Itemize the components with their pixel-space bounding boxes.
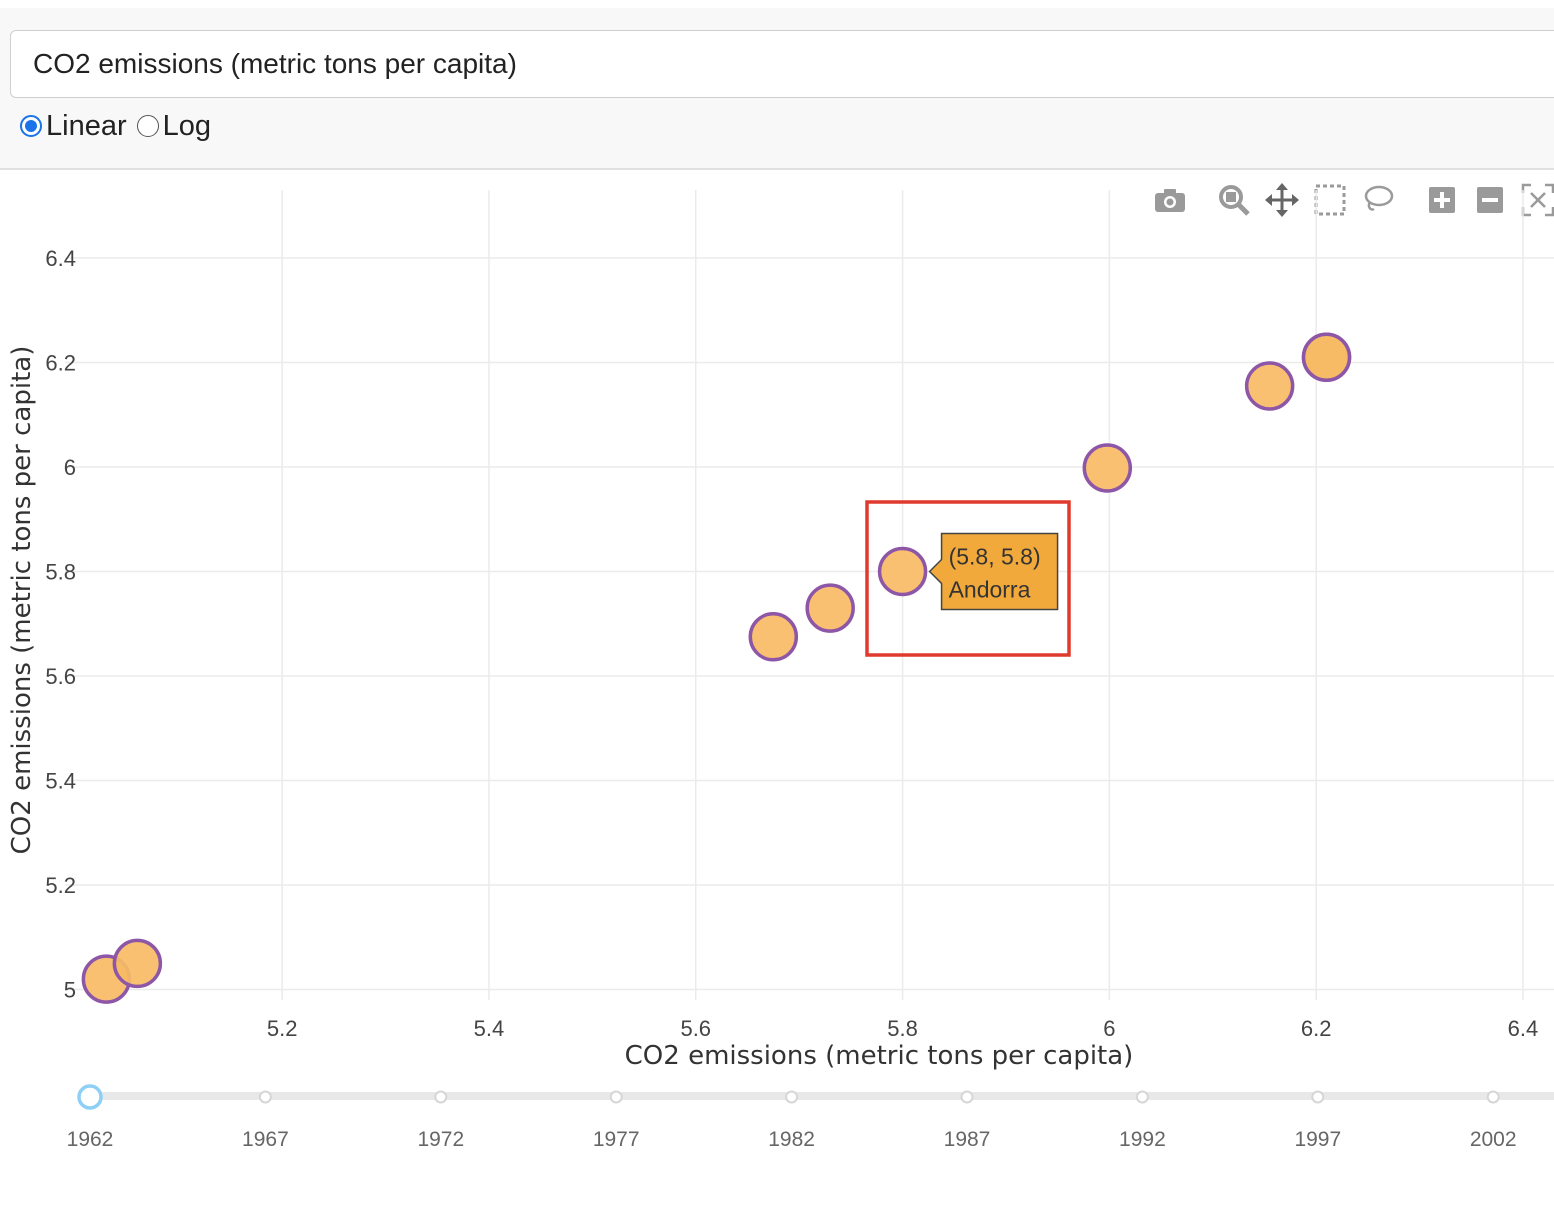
slider-step[interactable] <box>1135 1090 1149 1104</box>
data-point[interactable] <box>1244 361 1295 411</box>
indicator-dropdown[interactable]: CO2 emissions (metric tons per capita) <box>10 30 1554 98</box>
x-axis-title: CO2 emissions (metric tons per capita) <box>625 1041 1134 1071</box>
hover-label: (5.8, 5.8) Andorra <box>928 532 1059 611</box>
slider-ticks: 1962 1967 1972 1977 1982 1987 1992 1997 2002 <box>67 1090 1517 1151</box>
slider-step[interactable] <box>960 1090 974 1104</box>
x-tick-label: 5.2 <box>267 1016 298 1041</box>
dropdown-value: CO2 emissions (metric tons per capita) <box>33 48 517 79</box>
slider-step[interactable] <box>609 1090 623 1104</box>
zoom-out-icon[interactable] <box>1470 180 1510 220</box>
slider-step[interactable] <box>258 1090 272 1104</box>
year-slider[interactable]: 1962 1967 1972 1977 1982 1987 1992 1997 2002 <box>67 1084 1554 1151</box>
slider-label[interactable]: 1972 <box>417 1128 464 1151</box>
y-tick-label: 5.2 <box>45 873 76 898</box>
y-axis-title: CO2 emissions (metric tons per capita) <box>7 346 37 855</box>
x-tick-label: 5.8 <box>887 1016 918 1041</box>
y-tick-label: 5.4 <box>45 769 76 794</box>
slider-label[interactable]: 2002 <box>1470 1128 1517 1151</box>
scale-radio-group: Linear Log <box>20 108 221 144</box>
data-point[interactable] <box>805 583 855 633</box>
slider-step[interactable] <box>1486 1090 1500 1104</box>
camera-icon[interactable] <box>1150 180 1190 220</box>
x-tick-label: 5.6 <box>680 1016 711 1041</box>
slider-step[interactable] <box>785 1090 799 1104</box>
y-axis-ticks: 5 5.2 5.4 5.6 5.8 6 6.2 6.4 <box>45 246 76 1003</box>
x-tick-label: 5.4 <box>474 1016 505 1041</box>
slider-rail[interactable] <box>88 1092 1554 1100</box>
slider-label[interactable]: 1997 <box>1294 1128 1341 1151</box>
data-point[interactable] <box>877 546 928 597</box>
data-point[interactable] <box>1301 332 1352 382</box>
plot-modebar <box>1150 180 1554 220</box>
controls-panel: CO2 emissions (metric tons per capita) L… <box>0 8 1554 170</box>
pan-icon[interactable] <box>1262 180 1302 220</box>
radio-log-label[interactable]: Log <box>162 109 212 142</box>
y-tick-label: 5.6 <box>45 664 76 689</box>
chart-grid <box>65 190 1554 1000</box>
y-tick-label: 5.8 <box>45 559 76 584</box>
y-tick-label: 5 <box>64 978 76 1003</box>
slider-label[interactable]: 1962 <box>67 1128 114 1151</box>
radio-linear[interactable] <box>20 115 42 137</box>
slider-label[interactable]: 1987 <box>944 1128 991 1151</box>
slider-step[interactable] <box>1311 1090 1325 1104</box>
radio-log[interactable] <box>136 115 159 137</box>
hover-label-box <box>928 532 1059 611</box>
x-tick-label: 6 <box>1103 1016 1115 1041</box>
lasso-select-icon[interactable] <box>1358 180 1398 220</box>
zoom-in-icon[interactable] <box>1422 180 1462 220</box>
hover-label-coords: (5.8, 5.8) <box>949 543 1041 569</box>
data-point[interactable] <box>748 612 799 662</box>
slider-label[interactable]: 1967 <box>242 1128 289 1151</box>
highlight-box <box>865 500 1071 657</box>
slider-label[interactable]: 1982 <box>768 1128 815 1151</box>
y-tick-label: 6.4 <box>45 246 76 271</box>
slider-label[interactable]: 1977 <box>593 1128 640 1151</box>
scatter-points <box>81 332 1352 1004</box>
x-tick-label: 6.4 <box>1508 1016 1539 1041</box>
slider-handle[interactable] <box>77 1084 103 1110</box>
y-tick-label: 6 <box>64 455 76 480</box>
x-tick-label: 6.2 <box>1301 1016 1332 1041</box>
slider-step[interactable] <box>434 1090 448 1104</box>
x-axis-ticks: 5.2 5.4 5.6 5.8 6 6.2 6.4 <box>267 1016 1538 1041</box>
slider-label[interactable]: 1992 <box>1119 1128 1166 1151</box>
data-point[interactable] <box>112 938 163 989</box>
data-point[interactable] <box>1082 443 1133 493</box>
radio-linear-label[interactable]: Linear <box>46 109 127 142</box>
zoom-icon[interactable] <box>1214 180 1254 220</box>
y-tick-label: 6.2 <box>45 350 76 375</box>
hover-label-name: Andorra <box>949 576 1031 602</box>
